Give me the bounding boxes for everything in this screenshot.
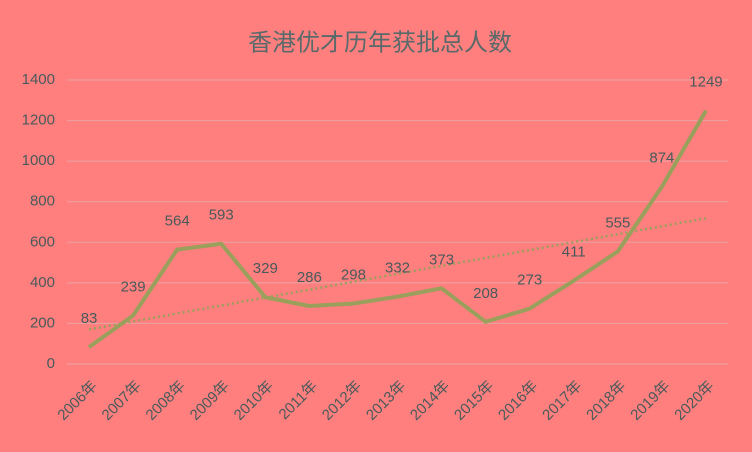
data-label: 555 xyxy=(605,214,630,231)
data-label: 83 xyxy=(81,310,98,327)
data-label: 239 xyxy=(121,278,146,295)
y-tick-label: 400 xyxy=(30,274,55,291)
data-label: 273 xyxy=(517,272,542,289)
data-label: 373 xyxy=(429,251,454,268)
data-label: 298 xyxy=(341,267,366,284)
y-tick-label: 600 xyxy=(30,233,55,250)
data-label: 286 xyxy=(297,269,322,286)
y-tick-label: 0 xyxy=(47,355,55,372)
data-line xyxy=(87,109,708,349)
chart-title: 香港优才历年获批总人数 xyxy=(248,29,512,56)
y-tick-label: 800 xyxy=(30,193,55,210)
data-label: 332 xyxy=(385,260,410,277)
data-label: 329 xyxy=(253,260,278,277)
data-label: 411 xyxy=(562,244,586,261)
y-tick-label: 1400 xyxy=(22,71,55,88)
data-label: 1249 xyxy=(689,74,722,91)
y-tick-label: 1200 xyxy=(22,112,55,129)
y-tick-label: 1000 xyxy=(22,152,55,169)
data-label: 208 xyxy=(473,285,498,302)
data-label: 874 xyxy=(649,150,674,167)
data-label: 593 xyxy=(209,207,234,224)
data-label: 564 xyxy=(165,213,190,230)
y-tick-label: 200 xyxy=(30,314,55,331)
